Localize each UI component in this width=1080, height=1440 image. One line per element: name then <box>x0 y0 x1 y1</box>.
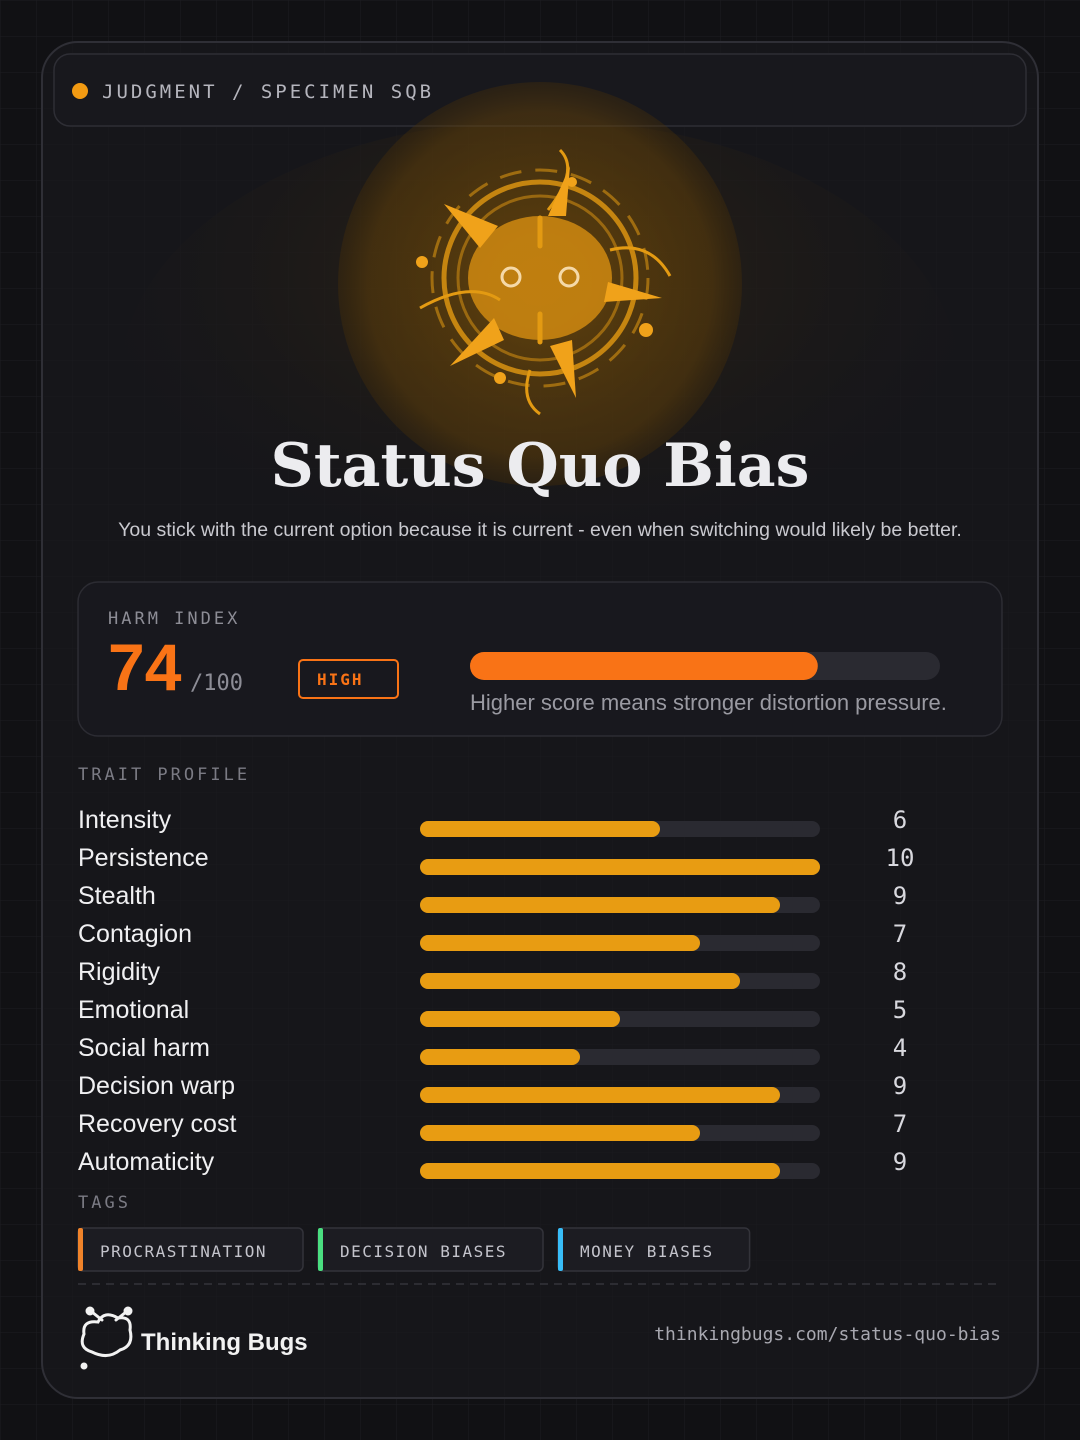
trait-name: Persistence <box>78 844 209 872</box>
tag-label: DECISION BIASES <box>340 1242 507 1261</box>
title: Status Quo Bias <box>271 431 810 501</box>
bug-icon <box>416 148 672 416</box>
traits-label: TRAIT PROFILE <box>78 765 250 785</box>
tag-label: MONEY BIASES <box>580 1242 714 1261</box>
level-label: HIGH <box>317 670 364 689</box>
harm-label: HARM INDEX <box>108 609 240 629</box>
trait-name: Rigidity <box>78 958 160 986</box>
trait-bar <box>420 1125 700 1141</box>
trait-value: 6 <box>893 806 907 834</box>
trait-value: 8 <box>893 958 907 986</box>
header-label: JUDGMENT / SPECIMEN SQB <box>102 81 434 103</box>
trait-value: 10 <box>886 844 915 872</box>
tag-label: PROCRASTINATION <box>100 1242 267 1261</box>
trait-name: Intensity <box>78 806 172 834</box>
trait-value: 5 <box>893 996 907 1024</box>
trait-name: Automaticity <box>78 1148 215 1176</box>
trait-bar <box>420 1163 780 1179</box>
level-badge <box>298 659 399 699</box>
trait-name: Contagion <box>78 920 192 948</box>
trait-value: 7 <box>893 920 907 948</box>
trait-value: 9 <box>893 1148 907 1176</box>
harm-note: Higher score means stronger distortion p… <box>470 690 947 715</box>
tag-stripe <box>78 1228 83 1271</box>
tag-stripe <box>318 1228 323 1271</box>
trait-bar <box>420 935 700 951</box>
brand-name: Thinking Bugs <box>141 1329 308 1356</box>
trait-value: 9 <box>893 882 907 910</box>
brand-logo <box>80 1306 133 1370</box>
trait-name: Recovery cost <box>78 1110 236 1138</box>
trait-bar <box>420 1087 780 1103</box>
status-dot <box>72 83 88 99</box>
url: thinkingbugs.com/status-quo-bias <box>654 1324 1001 1345</box>
harm-score: 74 <box>108 630 182 704</box>
trait-value: 9 <box>893 1072 907 1100</box>
harm-max: /100 <box>190 671 243 696</box>
trait-name: Social harm <box>78 1034 210 1062</box>
trait-bar <box>420 821 660 837</box>
trait-bar <box>420 973 740 989</box>
harm-bar <box>470 652 818 680</box>
trait-bar <box>420 1049 580 1065</box>
trait-bar <box>420 859 820 875</box>
description: You stick with the current option becaus… <box>118 519 962 541</box>
trait-value: 7 <box>893 1110 907 1138</box>
tag-stripe <box>558 1228 563 1271</box>
tags-label: TAGS <box>78 1193 131 1213</box>
trait-name: Decision warp <box>78 1072 235 1100</box>
trait-value: 4 <box>893 1034 907 1062</box>
trait-bar <box>420 1011 620 1027</box>
trait-bar <box>420 897 780 913</box>
trait-name: Emotional <box>78 996 189 1024</box>
trait-name: Stealth <box>78 882 156 910</box>
